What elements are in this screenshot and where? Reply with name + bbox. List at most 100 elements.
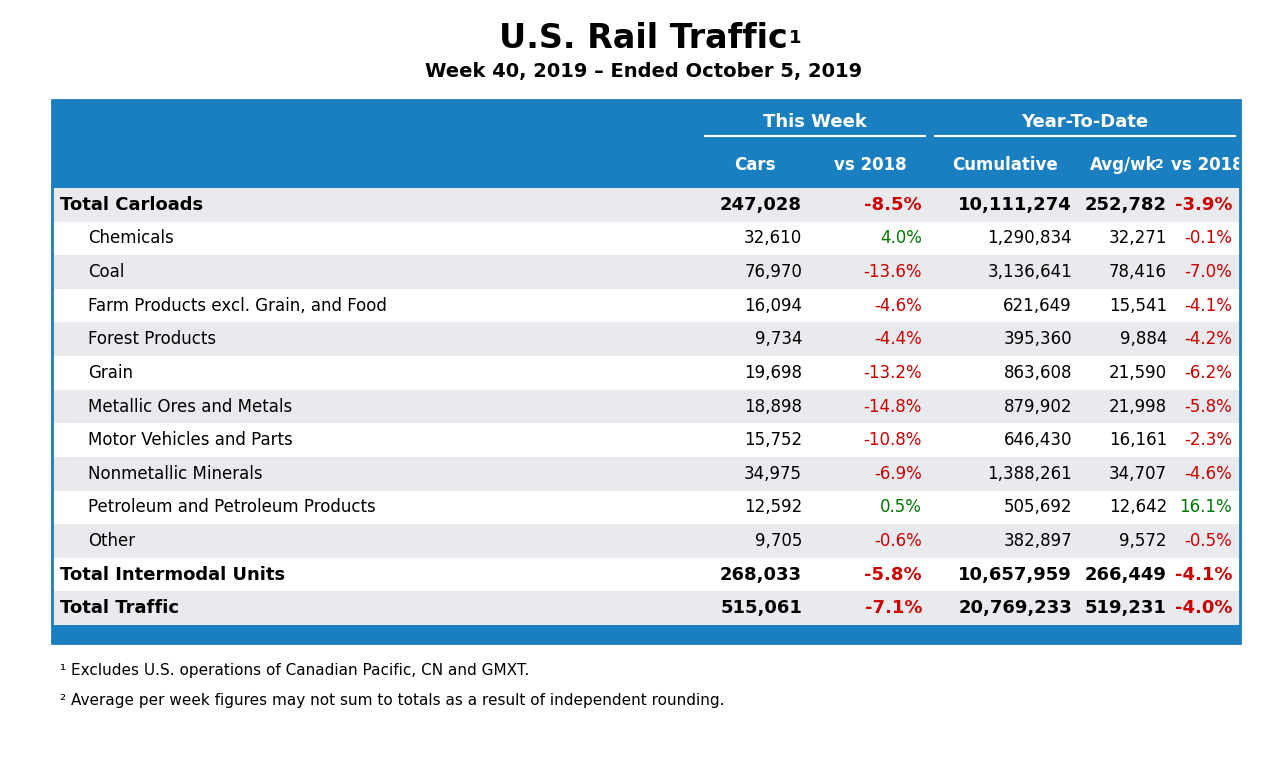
Bar bbox=[51, 356, 1239, 390]
Text: 268,033: 268,033 bbox=[719, 566, 802, 584]
Text: -7.1%: -7.1% bbox=[865, 599, 921, 617]
Text: -6.2%: -6.2% bbox=[1184, 364, 1232, 382]
Text: 12,642: 12,642 bbox=[1108, 498, 1167, 516]
Text: ² Average per week figures may not sum to totals as a result of independent roun: ² Average per week figures may not sum t… bbox=[60, 694, 725, 708]
Text: Coal: Coal bbox=[88, 263, 125, 281]
Text: 395,360: 395,360 bbox=[1004, 330, 1072, 348]
Text: 9,734: 9,734 bbox=[754, 330, 802, 348]
Text: This Week: This Week bbox=[763, 113, 867, 131]
Text: 621,649: 621,649 bbox=[1004, 297, 1072, 315]
Text: 1,290,834: 1,290,834 bbox=[987, 229, 1072, 247]
Text: -4.1%: -4.1% bbox=[1184, 297, 1232, 315]
Text: vs 2018: vs 2018 bbox=[1171, 156, 1243, 174]
Text: Farm Products excl. Grain, and Food: Farm Products excl. Grain, and Food bbox=[88, 297, 387, 315]
Text: Other: Other bbox=[88, 532, 135, 550]
Text: 2: 2 bbox=[1156, 158, 1165, 171]
Text: 34,707: 34,707 bbox=[1109, 465, 1167, 483]
Text: -4.2%: -4.2% bbox=[1184, 330, 1232, 348]
Text: 76,970: 76,970 bbox=[744, 263, 802, 281]
Text: -4.1%: -4.1% bbox=[1175, 566, 1232, 584]
Text: -5.8%: -5.8% bbox=[865, 566, 921, 584]
Text: Grain: Grain bbox=[88, 364, 133, 382]
Bar bbox=[51, 491, 1239, 524]
Text: 382,897: 382,897 bbox=[1004, 532, 1072, 550]
Text: 32,271: 32,271 bbox=[1108, 229, 1167, 247]
Bar bbox=[51, 188, 1239, 222]
Text: 18,898: 18,898 bbox=[744, 398, 802, 415]
Text: -4.0%: -4.0% bbox=[1175, 599, 1232, 617]
Text: -4.4%: -4.4% bbox=[874, 330, 921, 348]
Text: Total Traffic: Total Traffic bbox=[60, 599, 179, 617]
Text: ¹ Excludes U.S. operations of Canadian Pacific, CN and GMXT.: ¹ Excludes U.S. operations of Canadian P… bbox=[60, 663, 529, 678]
Text: -4.6%: -4.6% bbox=[874, 297, 921, 315]
Bar bbox=[51, 625, 1239, 643]
Bar bbox=[51, 390, 1239, 423]
Text: Week 40, 2019 – Ended October 5, 2019: Week 40, 2019 – Ended October 5, 2019 bbox=[425, 63, 862, 81]
Text: -8.5%: -8.5% bbox=[865, 196, 921, 214]
Text: 863,608: 863,608 bbox=[1004, 364, 1072, 382]
Bar bbox=[51, 222, 1239, 255]
Text: 32,610: 32,610 bbox=[744, 229, 802, 247]
Text: Nonmetallic Minerals: Nonmetallic Minerals bbox=[88, 465, 263, 483]
Text: 515,061: 515,061 bbox=[721, 599, 802, 617]
Text: -13.2%: -13.2% bbox=[864, 364, 921, 382]
Text: 1: 1 bbox=[789, 29, 801, 47]
Text: 252,782: 252,782 bbox=[1085, 196, 1167, 214]
Text: -13.6%: -13.6% bbox=[864, 263, 921, 281]
Text: 21,590: 21,590 bbox=[1109, 364, 1167, 382]
Text: U.S. Rail Traffic: U.S. Rail Traffic bbox=[499, 22, 788, 54]
Text: 34,975: 34,975 bbox=[744, 465, 802, 483]
Text: 1,388,261: 1,388,261 bbox=[987, 465, 1072, 483]
Text: 15,541: 15,541 bbox=[1109, 297, 1167, 315]
Text: -0.6%: -0.6% bbox=[874, 532, 921, 550]
Text: -4.6%: -4.6% bbox=[1184, 465, 1232, 483]
Bar bbox=[51, 524, 1239, 558]
Text: -7.0%: -7.0% bbox=[1184, 263, 1232, 281]
Text: 9,572: 9,572 bbox=[1120, 532, 1167, 550]
Text: Cumulative: Cumulative bbox=[952, 156, 1058, 174]
Text: 646,430: 646,430 bbox=[1004, 431, 1072, 449]
Bar bbox=[51, 255, 1239, 289]
Text: 78,416: 78,416 bbox=[1109, 263, 1167, 281]
Text: 879,902: 879,902 bbox=[1004, 398, 1072, 415]
Bar bbox=[51, 423, 1239, 457]
Text: 0.5%: 0.5% bbox=[880, 498, 921, 516]
Text: 16,161: 16,161 bbox=[1108, 431, 1167, 449]
Text: 10,657,959: 10,657,959 bbox=[959, 566, 1072, 584]
Text: 16.1%: 16.1% bbox=[1179, 498, 1232, 516]
Text: -0.5%: -0.5% bbox=[1184, 532, 1232, 550]
Text: 10,111,274: 10,111,274 bbox=[959, 196, 1072, 214]
Text: 16,094: 16,094 bbox=[744, 297, 802, 315]
Text: 519,231: 519,231 bbox=[1085, 599, 1167, 617]
Text: Motor Vehicles and Parts: Motor Vehicles and Parts bbox=[88, 431, 292, 449]
Text: Avg/wk: Avg/wk bbox=[1090, 156, 1157, 174]
Text: -10.8%: -10.8% bbox=[864, 431, 921, 449]
Text: 12,592: 12,592 bbox=[744, 498, 802, 516]
Text: Total Carloads: Total Carloads bbox=[60, 196, 203, 214]
Bar bbox=[51, 591, 1239, 625]
Bar bbox=[51, 322, 1239, 356]
Bar bbox=[51, 457, 1239, 491]
Text: Petroleum and Petroleum Products: Petroleum and Petroleum Products bbox=[88, 498, 376, 516]
Text: vs 2018: vs 2018 bbox=[834, 156, 906, 174]
Text: -0.1%: -0.1% bbox=[1184, 229, 1232, 247]
Text: 247,028: 247,028 bbox=[719, 196, 802, 214]
Text: 505,692: 505,692 bbox=[1004, 498, 1072, 516]
Text: 15,752: 15,752 bbox=[744, 431, 802, 449]
Bar bbox=[51, 558, 1239, 591]
Text: Cars: Cars bbox=[735, 156, 776, 174]
Text: -14.8%: -14.8% bbox=[864, 398, 921, 415]
Text: 266,449: 266,449 bbox=[1085, 566, 1167, 584]
Text: 20,769,233: 20,769,233 bbox=[959, 599, 1072, 617]
Text: 21,998: 21,998 bbox=[1109, 398, 1167, 415]
Bar bbox=[51, 100, 1239, 643]
Text: 9,884: 9,884 bbox=[1120, 330, 1167, 348]
Text: Chemicals: Chemicals bbox=[88, 229, 174, 247]
Text: 19,698: 19,698 bbox=[744, 364, 802, 382]
Text: 9,705: 9,705 bbox=[754, 532, 802, 550]
Text: Year-To-Date: Year-To-Date bbox=[1022, 113, 1148, 131]
Bar bbox=[51, 289, 1239, 322]
Text: Metallic Ores and Metals: Metallic Ores and Metals bbox=[88, 398, 292, 415]
Text: -2.3%: -2.3% bbox=[1184, 431, 1232, 449]
Text: Forest Products: Forest Products bbox=[88, 330, 216, 348]
